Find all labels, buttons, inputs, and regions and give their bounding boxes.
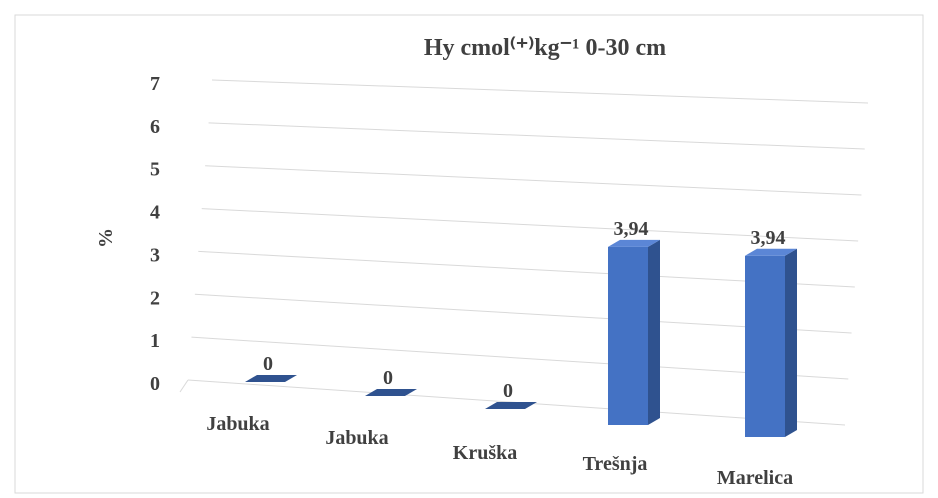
bar-top xyxy=(245,375,297,382)
x-tick-label: Kruška xyxy=(453,442,517,464)
bar-top xyxy=(485,402,537,409)
y-tick-label: 6 xyxy=(150,116,160,138)
x-tick-label: Jabuka xyxy=(206,413,269,435)
value-label: 0 xyxy=(503,380,513,402)
x-tick-label: Trešnja xyxy=(583,453,648,475)
grid-line xyxy=(194,293,852,334)
bar-top xyxy=(608,239,660,247)
grid-line xyxy=(205,165,862,196)
y-tick-label: 5 xyxy=(150,159,160,181)
chart-title: Hy cmol⁽⁺⁾kg⁻¹ 0-30 cm xyxy=(424,35,666,61)
bar-side xyxy=(648,239,660,425)
grid-line xyxy=(208,122,865,150)
grid-line xyxy=(191,336,849,380)
y-axis-label: % xyxy=(95,228,117,248)
bar-top xyxy=(745,248,797,256)
grid-line xyxy=(211,79,869,104)
x-tick-label: Marelica xyxy=(717,467,793,489)
y-tick-label: 1 xyxy=(150,330,160,352)
bar-front xyxy=(608,246,648,425)
bar-side xyxy=(785,248,797,437)
grid-line xyxy=(201,208,859,242)
value-label: 3,94 xyxy=(614,218,649,240)
y-tick-label: 0 xyxy=(150,373,160,395)
bar-front xyxy=(745,255,785,437)
y-tick-label: 3 xyxy=(150,244,160,266)
value-label: 0 xyxy=(263,353,273,375)
y-tick-label: 4 xyxy=(150,202,160,224)
bar-top xyxy=(365,389,417,396)
x-tick-label: Jabuka xyxy=(325,427,388,449)
y-tick-label: 7 xyxy=(150,73,160,95)
value-label: 3,94 xyxy=(751,227,786,249)
floor-edge xyxy=(179,379,189,393)
y-tick-label: 2 xyxy=(150,287,160,309)
value-label: 0 xyxy=(383,367,393,389)
